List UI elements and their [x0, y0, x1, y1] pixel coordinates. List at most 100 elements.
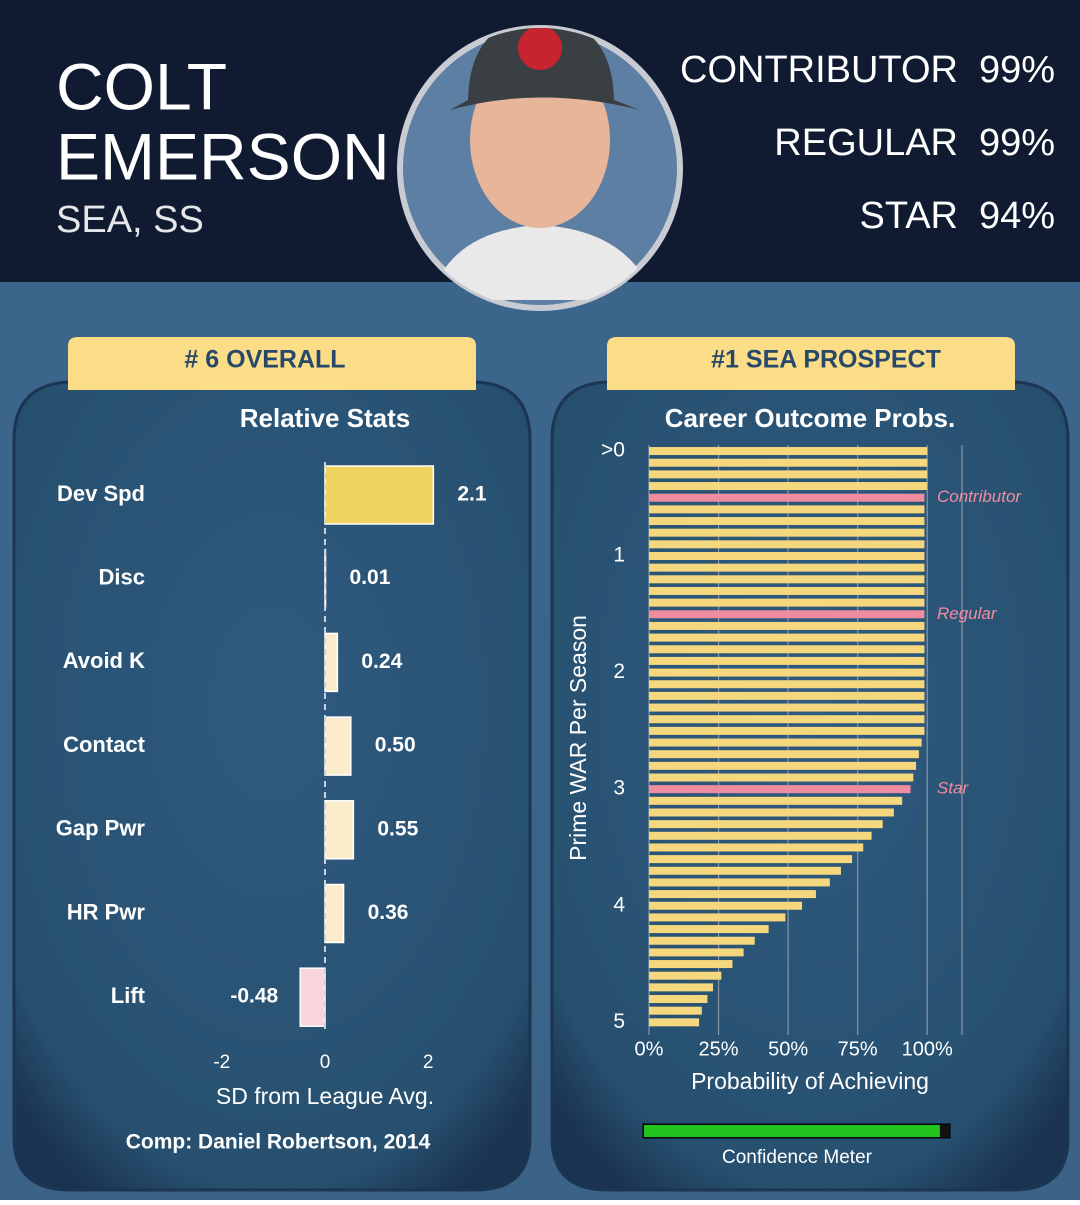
- bar: [649, 913, 786, 922]
- x-tick-label: 75%: [838, 1038, 878, 1060]
- bar: [649, 668, 925, 677]
- bar: [649, 785, 911, 794]
- annotation: Regular: [937, 604, 998, 623]
- bar: [649, 761, 917, 770]
- category-label: Gap Pwr: [56, 816, 146, 841]
- category-label: Contact: [63, 732, 146, 757]
- x-axis-label: Probability of Achieving: [691, 1068, 929, 1094]
- bar: [649, 808, 894, 817]
- x-tick-label: 25%: [699, 1038, 739, 1060]
- y-tick-label: 4: [613, 893, 625, 916]
- bar: [324, 716, 352, 776]
- bar: [649, 610, 925, 619]
- value-label: 2.1: [457, 483, 487, 506]
- chart-title: Career Outcome Probs.: [665, 403, 955, 433]
- y-tick-label: 2: [613, 660, 625, 683]
- bar: [649, 586, 925, 595]
- bar: [649, 948, 744, 957]
- bar: [649, 901, 803, 910]
- bar: [649, 551, 925, 560]
- x-tick-label: 2: [423, 1052, 434, 1073]
- bar: [649, 528, 925, 537]
- bar: [649, 633, 925, 642]
- last-name: EMERSON: [56, 119, 390, 193]
- bar: [324, 800, 355, 860]
- category-label: Lift: [111, 983, 146, 1008]
- value-label: -0.48: [230, 985, 278, 1008]
- bar: [649, 890, 816, 899]
- bar: [649, 656, 925, 665]
- bar: [649, 493, 925, 502]
- outcome-value: 99%: [979, 49, 1055, 91]
- player-photo: [397, 25, 683, 311]
- bar: [649, 470, 928, 479]
- bar: [649, 563, 925, 572]
- bar: [649, 738, 922, 747]
- category-label: HR Pwr: [67, 899, 146, 924]
- bar: [649, 773, 914, 782]
- bar: [299, 967, 326, 1027]
- team-rank-badge: #1 SEA PROSPECT: [711, 346, 941, 374]
- bar: [649, 995, 708, 1004]
- bar: [649, 971, 722, 980]
- chart-title: Relative Stats: [240, 403, 411, 433]
- x-tick-label: 0: [320, 1052, 331, 1073]
- x-tick-label: -2: [213, 1052, 230, 1073]
- comp: Comp: Daniel Robertson, 2014: [126, 1131, 431, 1154]
- y-tick-label: 5: [613, 1010, 625, 1033]
- bar: [649, 983, 713, 992]
- badge: [68, 337, 476, 390]
- category-label: Avoid K: [63, 648, 145, 673]
- bar: [649, 855, 853, 864]
- bar: [649, 645, 925, 654]
- bar: [649, 598, 925, 607]
- bar: [649, 831, 872, 840]
- first-name: COLT: [56, 49, 227, 123]
- x-tick-label: 50%: [768, 1038, 808, 1060]
- bar: [649, 621, 925, 630]
- bar: [324, 632, 339, 693]
- bar: [649, 680, 925, 689]
- bar: [649, 575, 925, 584]
- outcome-label: CONTRIBUTOR: [680, 49, 958, 91]
- bar: [649, 715, 925, 724]
- value-label: 0.50: [375, 734, 416, 757]
- category-label: Disc: [99, 565, 145, 590]
- bar: [649, 925, 769, 934]
- bar: [649, 482, 928, 491]
- x-axis-label: SD from League Avg.: [216, 1083, 434, 1109]
- value-label: 0.01: [350, 566, 391, 589]
- bar: [649, 820, 883, 829]
- bar: [649, 750, 919, 759]
- bar: [649, 878, 830, 887]
- bar: [649, 447, 928, 456]
- bar: [649, 936, 755, 945]
- outcome-value: 99%: [979, 122, 1055, 164]
- y-tick-label: >0: [601, 439, 625, 462]
- bar: [649, 458, 928, 467]
- rank-badge: # 6 OVERALL: [184, 346, 345, 374]
- confidence-label: Confidence Meter: [722, 1147, 873, 1168]
- bar: [324, 883, 345, 944]
- annotation: Contributor: [937, 487, 1022, 506]
- value-label: 0.55: [377, 817, 418, 840]
- bar: [324, 465, 435, 525]
- confidence-fill: [644, 1125, 940, 1137]
- bar: [649, 517, 925, 526]
- y-tick-label: 3: [613, 777, 625, 800]
- x-tick-label: 100%: [902, 1038, 953, 1060]
- bar: [649, 1006, 702, 1015]
- y-axis-label: Prime WAR Per Season: [565, 615, 591, 861]
- bar: [649, 960, 733, 969]
- bar: [649, 691, 925, 700]
- annotation: Star: [937, 779, 970, 798]
- bar: [649, 1018, 700, 1027]
- bar: [649, 505, 925, 514]
- category-label: Dev Spd: [57, 481, 145, 506]
- badge: [607, 337, 1015, 390]
- outcome-value: 94%: [979, 195, 1055, 237]
- left-panel: [12, 380, 532, 1192]
- outcome-label: STAR: [859, 195, 958, 237]
